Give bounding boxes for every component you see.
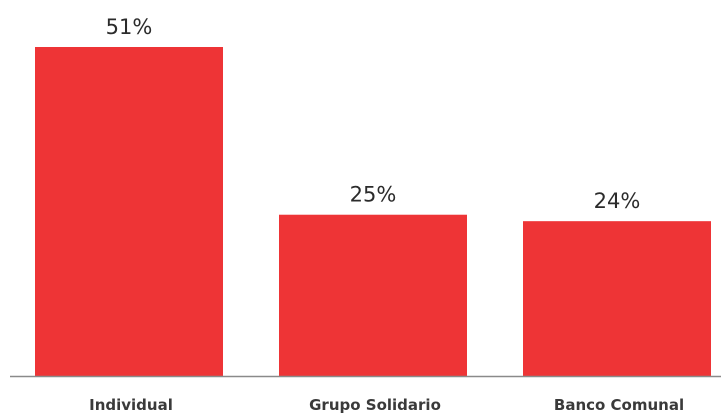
value-labels-group: 51% 25% 24% <box>106 15 641 213</box>
bars-group <box>35 47 711 376</box>
bar-0 <box>35 47 223 376</box>
bar-value-label-2: 24% <box>594 189 641 213</box>
bar-value-label-0: 51% <box>106 15 153 39</box>
x-tick-label-2: Banco Comunal <box>554 396 684 414</box>
x-tick-label-1: Grupo Solidario <box>309 396 441 414</box>
bar-2 <box>523 221 711 376</box>
x-tick-labels-group: Individual Grupo Solidario Banco Comunal <box>89 396 684 414</box>
x-tick-label-0: Individual <box>89 396 173 414</box>
bar-1 <box>279 214 467 376</box>
bar-value-label-1: 25% <box>350 183 397 207</box>
